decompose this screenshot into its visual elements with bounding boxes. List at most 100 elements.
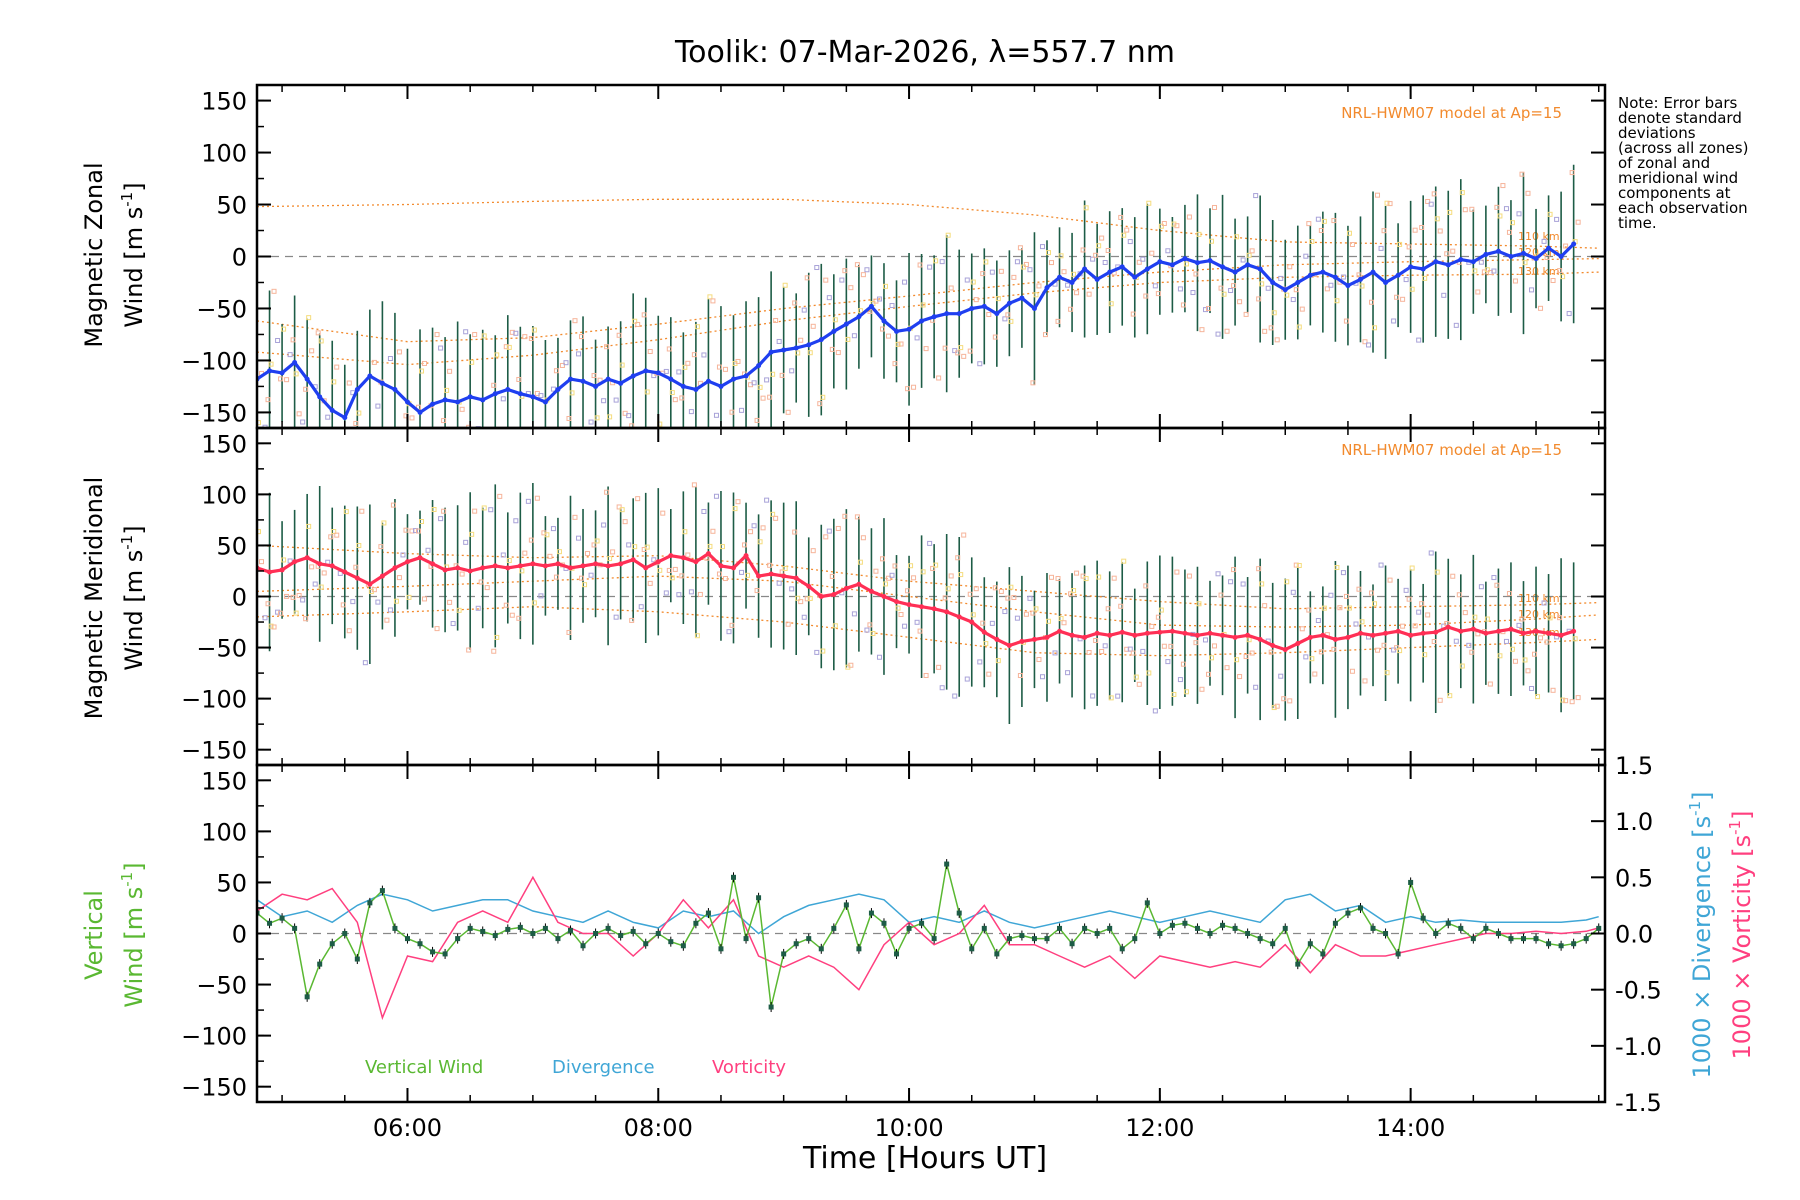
zonal-zone-sample [764, 377, 770, 383]
meridional-zone-sample [484, 585, 490, 591]
meridional-zone-sample [519, 568, 525, 574]
meridional-zone-sample [463, 539, 469, 545]
meridional-mean-wind-point [1408, 632, 1414, 638]
meridional-zone-sample [1394, 645, 1400, 651]
meridional-zone-sample [782, 565, 788, 571]
meridional-zone-sample [588, 572, 594, 578]
zonal-mean-wind-point [1332, 274, 1338, 280]
zonal-ylabel-line1: Magnetic Zonal [80, 162, 108, 347]
meridional-zone-sample [390, 502, 396, 508]
meridional-mean-wind-point [731, 565, 737, 571]
meridional-zone-sample [1312, 671, 1318, 677]
meridional-mean-wind-point [267, 569, 273, 575]
meridional-zone-sample [1105, 606, 1111, 612]
zonal-mean-wind-point [1006, 300, 1012, 306]
meridional-zone-sample [1306, 607, 1312, 613]
vertical-wind-point [1082, 925, 1088, 931]
zonal-zone-sample [1005, 312, 1011, 318]
meridional-zone-sample [309, 564, 315, 570]
zonal-mean-wind-point [756, 363, 762, 369]
zonal-zone-sample [1152, 283, 1158, 289]
zonal-zone-sample [992, 334, 998, 340]
vertical-y-tick-label: −150 [181, 1074, 247, 1102]
meridional-zone-sample [268, 623, 274, 629]
meridional-zone-sample [864, 627, 870, 633]
meridional-zone-sample [792, 529, 798, 535]
meridional-zone-sample [980, 620, 986, 626]
meridional-zone-sample [488, 507, 494, 513]
zonal-zone-sample [760, 395, 766, 401]
meridional-zone-sample [1209, 655, 1215, 661]
meridional-mean-wind-point [768, 571, 774, 577]
meridional-zone-sample [447, 599, 453, 605]
zonal-panel: −150 −100 −50 0 50 100 150 [181, 83, 1607, 430]
meridional-zone-sample [992, 585, 998, 591]
zonal-zone-sample [491, 382, 497, 388]
meridional-mean-wind-point [1571, 628, 1577, 634]
meridional-zone-sample [509, 612, 515, 618]
meridional-zone-sample [882, 581, 888, 587]
meridional-zone-sample [340, 602, 346, 608]
zonal-zone-sample [864, 267, 870, 273]
vertical-wind-point [417, 941, 423, 947]
meridional-zone-sample [528, 537, 534, 543]
meridional-mean-wind-point [1169, 628, 1175, 634]
meridional-zone-sample [1196, 601, 1202, 607]
meridional-zone-sample [1519, 616, 1525, 622]
meridional-zone-sample [889, 572, 895, 578]
meridional-zone-sample [306, 523, 312, 529]
meridional-zone-sample [672, 566, 678, 572]
note-line-6: meridional wind [1618, 169, 1738, 187]
zonal-zone-sample [832, 317, 838, 323]
meridional-zone-sample [635, 496, 641, 502]
zonal-zone-sample [1544, 254, 1550, 260]
meridional-mean-wind-point [517, 563, 523, 569]
zonal-mean-wind-point [831, 328, 837, 334]
meridional-zone-sample [1412, 623, 1418, 629]
meridional-zone-sample [1278, 673, 1284, 679]
vertical-y-tick-label: 0 [232, 921, 247, 949]
meridional-zone-sample [466, 647, 472, 653]
vertical-wind-point [505, 926, 511, 932]
meridional-zone-sample [491, 648, 497, 654]
zonal-zone-sample [1441, 292, 1447, 298]
zonal-mean-wind-point [1144, 266, 1150, 272]
zonal-y-tick-label: 0 [232, 244, 247, 272]
zonal-zone-sample [1475, 289, 1481, 295]
meridional-zone-sample [977, 659, 983, 665]
zonal-zone-sample [1472, 268, 1478, 274]
meridional-zone-sample [1560, 697, 1566, 703]
zonal-zone-sample [644, 389, 650, 395]
zonal-zone-sample [895, 341, 901, 347]
zonal-zone-sample [970, 279, 976, 285]
meridional-zone-sample [647, 580, 653, 586]
zonal-zone-sample [1002, 316, 1008, 322]
meridional-zone-sample [1231, 567, 1237, 573]
vertical-wind-point [292, 925, 298, 931]
zonal-zone-sample [1240, 257, 1246, 263]
meridional-zone-sample [1572, 636, 1578, 642]
meridional-mean-wind-point [956, 614, 962, 620]
vertical-wind-point [1470, 936, 1476, 942]
zonal-zone-sample [1265, 285, 1271, 291]
meridional-zone-sample [742, 542, 748, 548]
meridional-zone-sample [1274, 703, 1280, 709]
meridional-mean-wind-point [279, 567, 285, 573]
meridional-zone-sample [826, 528, 832, 534]
zonal-mean-wind-point [1169, 262, 1175, 268]
meridional-zone-sample [262, 615, 268, 621]
meridional-y-tick-label: 100 [201, 481, 247, 509]
meridional-zone-sample [1487, 681, 1493, 687]
zonal-zone-sample [325, 414, 331, 420]
zonal-mean-wind-point [567, 376, 573, 382]
zonal-zone-sample [444, 387, 450, 393]
meridional-zone-sample [585, 550, 591, 556]
meridional-zone-sample [271, 624, 277, 630]
zonal-zone-sample [1011, 274, 1017, 280]
meridional-mean-wind-point [680, 555, 686, 561]
zonal-zone-sample [503, 344, 509, 350]
meridional-zone-sample [1450, 573, 1456, 579]
vertical-wind-point [793, 941, 799, 947]
zonal-zone-sample [563, 360, 569, 366]
meridional-zone-sample [1140, 648, 1146, 654]
